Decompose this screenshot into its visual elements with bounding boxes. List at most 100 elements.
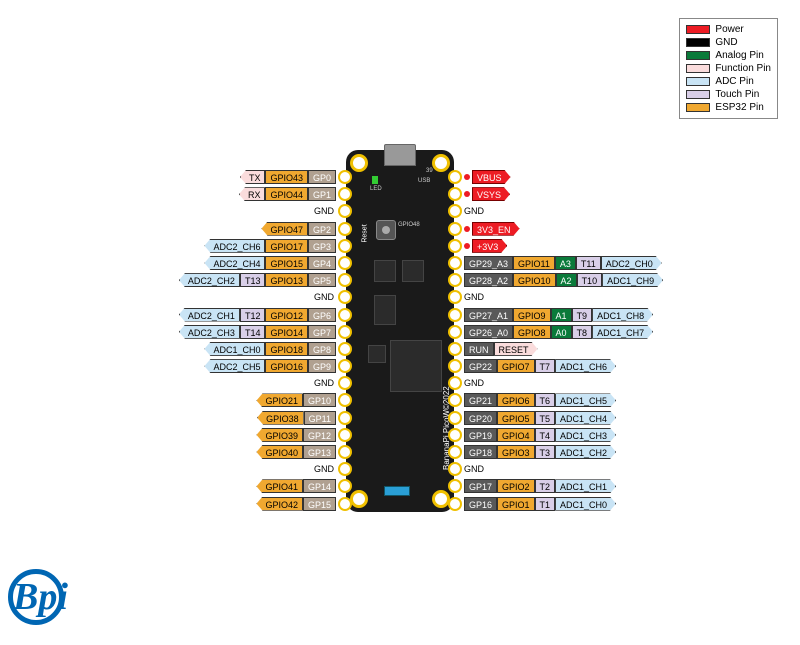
pin-tag: A3 (555, 256, 576, 270)
bpi-logo: Bpi (8, 569, 64, 625)
reset-label: Reset (362, 224, 369, 242)
pin-tag: T11 (576, 256, 601, 270)
pinhole (338, 393, 352, 407)
pinhole (338, 204, 352, 218)
pin-tag: T7 (535, 359, 556, 373)
pin-tag: ADC1_CH7 (592, 325, 653, 339)
pin-tag: GPIO1 (497, 497, 535, 511)
pinhole (448, 170, 462, 184)
pin-tag: GP21 (464, 393, 497, 407)
led-indicator (372, 176, 378, 184)
mcu-chip (390, 340, 442, 392)
pin-tag: T6 (535, 393, 556, 407)
pin-tag: GP17 (464, 479, 497, 493)
power-dot (464, 243, 470, 249)
logo-text: Bpi (8, 569, 64, 625)
pin-row: GP12GPIO39 (256, 428, 336, 442)
pin-tag: GP11 (304, 411, 336, 425)
pin-tag: GPIO8 (513, 325, 551, 339)
pin-tag: ADC1_CH5 (555, 393, 616, 407)
chip (368, 345, 386, 363)
pin-tag: GP6 (308, 308, 336, 322)
legend-label: Power (715, 24, 743, 35)
pinhole (448, 290, 462, 304)
pin-tag: GP14 (303, 479, 336, 493)
pin-row: GP14GPIO41 (256, 479, 336, 493)
pin-tag: A1 (551, 308, 572, 322)
legend-label: Analog Pin (715, 50, 763, 61)
pin-tag: A2 (556, 273, 577, 287)
pin-tag: GPIO47 (261, 222, 308, 236)
pin-row: VBUS (464, 170, 511, 184)
pin-tag: RUN (464, 342, 494, 356)
pin-tag: ADC2_CH4 (204, 256, 265, 270)
pin-tag: GPIO11 (513, 256, 555, 270)
pin-tag: GPIO40 (256, 445, 303, 459)
pinhole (338, 411, 352, 425)
pin-tag: GPIO41 (256, 479, 303, 493)
power-dot (464, 174, 470, 180)
pinhole (338, 359, 352, 373)
pinhole (338, 342, 352, 356)
right-pin-labels: VBUSVSYSGND3V3_EN+3V3GP29_A3GPIO11A3T11A… (464, 170, 784, 511)
pin-tag: T3 (535, 445, 556, 459)
pin-row: +3V3 (464, 239, 507, 253)
pin-tag: ADC1_CH4 (555, 411, 616, 425)
pin-row: GP7GPIO14T14ADC2_CH3 (179, 325, 336, 339)
chip (402, 260, 424, 282)
pin-tag: GPIO39 (256, 428, 303, 442)
pinhole (448, 393, 462, 407)
pin-tag: GP28_A2 (464, 273, 513, 287)
pinhole (448, 256, 462, 270)
pin-tag: GP16 (464, 497, 497, 511)
pinholes-left (338, 170, 352, 511)
pin-tag: GPIO2 (497, 479, 535, 493)
gnd-label: GND (464, 462, 486, 476)
pinhole (338, 222, 352, 236)
pinhole (448, 273, 462, 287)
pin-row: GP5GPIO13T13ADC2_CH2 (179, 273, 336, 287)
pinhole (448, 462, 462, 476)
pin-row: GP28_A2GPIO10A2T10ADC1_CH9 (464, 273, 663, 287)
pin-tag: GPIO21 (256, 393, 303, 407)
pin-tag: ADC2_CH0 (601, 256, 662, 270)
power-dot (464, 191, 470, 197)
pin-tag: GPIO12 (265, 308, 308, 322)
pin39-label: 39 (426, 168, 433, 174)
pinhole (448, 428, 462, 442)
gnd-label: GND (314, 376, 336, 390)
gnd-label: GND (314, 290, 336, 304)
pin-tag: T9 (572, 308, 593, 322)
pin-row: GND (464, 462, 486, 476)
legend-row: ADC Pin (686, 75, 771, 88)
legend-swatch (686, 25, 710, 34)
legend-swatch (686, 103, 710, 112)
pin-row: GP22GPIO7T7ADC1_CH6 (464, 359, 616, 373)
pin-tag: GPIO4 (497, 428, 535, 442)
legend-label: Touch Pin (715, 89, 759, 100)
pin-tag: RESET (494, 342, 538, 356)
pin-tag: ADC1_CH2 (555, 445, 616, 459)
pin-tag: GP10 (303, 393, 336, 407)
crystal (384, 486, 410, 496)
pin-row: GP29_A3GPIO11A3T11ADC2_CH0 (464, 256, 662, 270)
pin-tag: GP27_A1 (464, 308, 513, 322)
chip (374, 260, 396, 282)
pin-row: GP27_A1GPIO9A1T9ADC1_CH8 (464, 308, 653, 322)
pin-row: GP19GPIO4T4ADC1_CH3 (464, 428, 616, 442)
pin-tag: GP22 (464, 359, 497, 373)
chip (374, 295, 396, 325)
pin-tag: T2 (535, 479, 556, 493)
pin-row: GP0GPIO43TX (240, 170, 336, 184)
pin-row: GND (314, 204, 336, 218)
pinhole (338, 445, 352, 459)
pinhole (448, 376, 462, 390)
legend-swatch (686, 51, 710, 60)
pin-tag: ADC1_CH1 (555, 479, 616, 493)
legend-swatch (686, 38, 710, 47)
pin-tag: VBUS (472, 170, 511, 184)
gnd-label: GND (464, 204, 486, 218)
legend-label: Function Pin (715, 63, 771, 74)
pin-tag: GPIO16 (265, 359, 308, 373)
pin-tag: GP13 (303, 445, 336, 459)
